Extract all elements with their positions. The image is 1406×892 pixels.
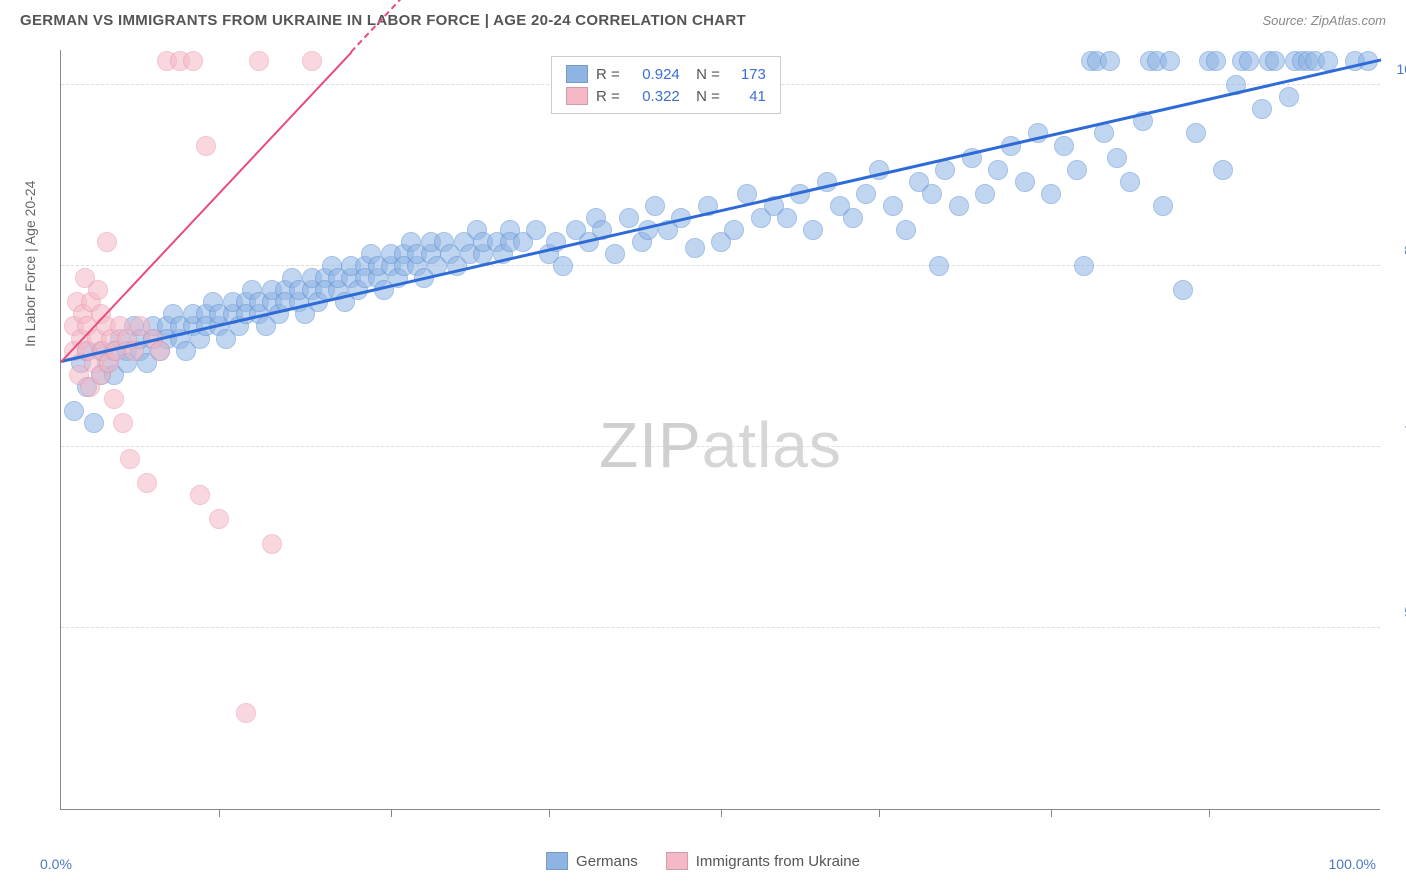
- data-point-ukraine: [236, 703, 256, 723]
- legend-label-germans: Germans: [576, 853, 638, 870]
- chart-plot-area: 55.0%70.0%85.0%100.0% R = 0.924 N = 173 …: [60, 50, 1380, 810]
- data-point-germans: [843, 208, 863, 228]
- data-point-germans: [1213, 160, 1233, 180]
- x-tick: [1209, 809, 1210, 817]
- data-point-germans: [1279, 87, 1299, 107]
- data-point-germans: [553, 256, 573, 276]
- data-point-ukraine: [97, 232, 117, 252]
- data-point-germans: [856, 184, 876, 204]
- data-point-ukraine: [196, 136, 216, 156]
- x-tick: [391, 809, 392, 817]
- data-point-germans: [1107, 148, 1127, 168]
- stat-r-germans: 0.924: [628, 66, 680, 83]
- data-point-ukraine: [262, 534, 282, 554]
- data-point-germans: [1041, 184, 1061, 204]
- data-point-germans: [975, 184, 995, 204]
- legend-swatch-germans: [546, 852, 568, 870]
- swatch-ukraine: [566, 87, 588, 105]
- x-range-min: 0.0%: [40, 856, 72, 872]
- data-point-germans: [803, 220, 823, 240]
- data-point-germans: [935, 160, 955, 180]
- x-tick: [1051, 809, 1052, 817]
- legend-label-ukraine: Immigrants from Ukraine: [696, 853, 860, 870]
- stat-n-germans: 173: [728, 66, 766, 83]
- data-point-germans: [922, 184, 942, 204]
- data-point-ukraine: [302, 51, 322, 71]
- data-point-germans: [1015, 172, 1035, 192]
- legend-item-germans: Germans: [546, 852, 638, 870]
- data-point-germans: [1074, 256, 1094, 276]
- data-point-germans: [1186, 123, 1206, 143]
- data-point-germans: [1100, 51, 1120, 71]
- data-point-germans: [1094, 123, 1114, 143]
- stat-n-ukraine: 41: [728, 88, 766, 105]
- data-point-germans: [1067, 160, 1087, 180]
- data-point-ukraine: [120, 449, 140, 469]
- data-point-ukraine: [104, 389, 124, 409]
- stats-row-germans: R = 0.924 N = 173: [566, 63, 766, 85]
- y-tick-label: 100.0%: [1397, 61, 1406, 77]
- data-point-germans: [988, 160, 1008, 180]
- data-point-germans: [929, 256, 949, 276]
- legend-swatch-ukraine: [666, 852, 688, 870]
- stat-n-label: N =: [688, 88, 720, 105]
- stat-n-label: N =: [688, 66, 720, 83]
- chart-source: Source: ZipAtlas.com: [1262, 13, 1386, 28]
- correlation-stats-box: R = 0.924 N = 173 R = 0.322 N = 41: [551, 56, 781, 114]
- data-point-ukraine: [249, 51, 269, 71]
- data-point-germans: [526, 220, 546, 240]
- data-point-germans: [1265, 51, 1285, 71]
- data-point-germans: [64, 401, 84, 421]
- data-point-germans: [883, 196, 903, 216]
- data-point-germans: [949, 196, 969, 216]
- data-point-germans: [605, 244, 625, 264]
- data-point-germans: [896, 220, 916, 240]
- x-tick: [219, 809, 220, 817]
- x-tick: [879, 809, 880, 817]
- legend-item-ukraine: Immigrants from Ukraine: [666, 852, 860, 870]
- swatch-germans: [566, 65, 588, 83]
- data-point-germans: [1120, 172, 1140, 192]
- x-tick: [721, 809, 722, 817]
- y-axis-title: In Labor Force | Age 20-24: [22, 181, 38, 347]
- legend: Germans Immigrants from Ukraine: [546, 852, 860, 870]
- data-point-ukraine: [190, 485, 210, 505]
- stat-r-ukraine: 0.322: [628, 88, 680, 105]
- data-point-ukraine: [137, 473, 157, 493]
- data-point-germans: [777, 208, 797, 228]
- data-point-germans: [645, 196, 665, 216]
- data-point-ukraine: [113, 413, 133, 433]
- data-point-germans: [619, 208, 639, 228]
- data-point-germans: [1252, 99, 1272, 119]
- x-tick: [549, 809, 550, 817]
- x-range-max: 100.0%: [1329, 856, 1376, 872]
- data-point-ukraine: [88, 280, 108, 300]
- data-point-germans: [1173, 280, 1193, 300]
- data-point-germans: [1160, 51, 1180, 71]
- data-point-ukraine: [183, 51, 203, 71]
- data-point-germans: [724, 220, 744, 240]
- data-point-germans: [84, 413, 104, 433]
- stats-row-ukraine: R = 0.322 N = 41: [566, 85, 766, 107]
- data-point-germans: [685, 238, 705, 258]
- stat-r-label: R =: [596, 66, 620, 83]
- data-point-germans: [1239, 51, 1259, 71]
- data-point-germans: [1153, 196, 1173, 216]
- stat-r-label: R =: [596, 88, 620, 105]
- data-point-germans: [1206, 51, 1226, 71]
- data-point-ukraine: [150, 341, 170, 361]
- data-point-germans: [1054, 136, 1074, 156]
- data-point-ukraine: [209, 509, 229, 529]
